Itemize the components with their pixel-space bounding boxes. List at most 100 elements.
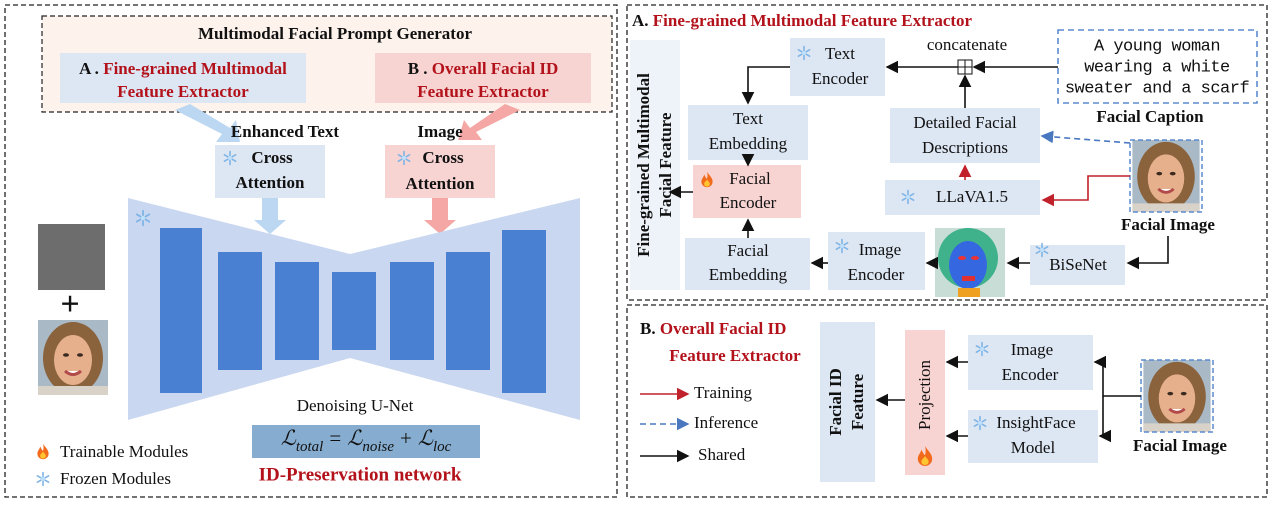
panel-a-frame xyxy=(626,4,1268,301)
llava-box xyxy=(885,180,1040,215)
loss-box xyxy=(252,425,480,458)
caption-text: sweater and a scarf xyxy=(1065,79,1250,98)
loss-operator: = xyxy=(329,426,341,450)
text-cross-attention-box xyxy=(215,145,325,198)
legend-entry: Training xyxy=(694,383,752,402)
loss-formula: ℒtotal = ℒnoise + ℒloc xyxy=(281,426,452,456)
face-image xyxy=(1141,360,1213,432)
cross-attention-text: Attention xyxy=(406,174,475,193)
module-b-line: B . Overall Facial ID xyxy=(408,59,559,78)
module-b-prefix: B . xyxy=(408,59,428,78)
image-encoder-label: Image xyxy=(1011,340,1053,359)
loss-symbol: ℒ xyxy=(418,426,434,450)
side-label-box xyxy=(630,40,680,290)
image-encoder-label: Encoder xyxy=(1002,365,1059,384)
panel-a-arrows xyxy=(668,60,1169,270)
bisenet-label: BiSeNet xyxy=(1049,255,1107,274)
legend-entry: Shared xyxy=(698,445,746,464)
caption-label: Facial Caption xyxy=(1096,107,1204,126)
legend-entry: Frozen Modules xyxy=(60,469,171,488)
panel-b-frame xyxy=(626,304,1268,498)
text-embedding-label: Text xyxy=(733,109,763,128)
left-panel-frame xyxy=(4,4,618,498)
face-image xyxy=(1130,140,1202,212)
image-encoder-label: Encoder xyxy=(848,265,905,284)
panel-b-title: Feature Extractor xyxy=(669,346,801,365)
insightface-label: InsightFace xyxy=(996,413,1075,432)
panel-b-title: Overall Facial ID xyxy=(660,319,787,338)
legend-entry: Inference xyxy=(694,413,758,432)
module-b-title: Feature Extractor xyxy=(417,82,549,101)
module-a-box xyxy=(60,53,306,103)
network-title: ID-Preservation network xyxy=(259,464,462,485)
facial-encoder-label: Facial xyxy=(729,169,771,188)
legend-entry: Trainable Modules xyxy=(60,442,188,461)
loss-operator: + xyxy=(400,426,412,450)
noise-image xyxy=(38,224,105,290)
text-encoder-label: Encoder xyxy=(812,69,869,88)
image-input-label: Image xyxy=(417,122,463,141)
text-encoder-box xyxy=(790,38,885,96)
caption-box xyxy=(1057,29,1258,104)
image-encoder-box xyxy=(968,335,1093,390)
facial-encoder-box xyxy=(693,165,801,218)
panel-b-label: B. xyxy=(640,319,656,338)
facial-embedding-box xyxy=(685,238,810,290)
text-embedding-label: Embedding xyxy=(709,134,788,153)
image-label: Facial Image xyxy=(1121,215,1215,234)
cross-attention-text: Cross xyxy=(422,148,464,167)
side-label-text: Fine-grained Multimodal xyxy=(634,73,653,257)
module-a-prefix: A . xyxy=(79,59,99,78)
panel-a-heading: A. Fine-grained Multimodal Feature Extra… xyxy=(632,11,973,30)
module-a-title: Feature Extractor xyxy=(117,82,249,101)
image-arrow xyxy=(424,198,456,234)
insightface-box xyxy=(968,410,1098,463)
projection-box xyxy=(905,330,945,475)
image-label: Facial Image xyxy=(1133,436,1227,455)
projection-label: Projection xyxy=(915,360,934,430)
loss-symbol: ℒ xyxy=(347,426,363,450)
image-encoder-label: Image xyxy=(859,240,901,259)
image-encoder-box xyxy=(828,232,925,290)
module-b-title: Overall Facial ID xyxy=(432,59,559,78)
generator-title: Multimodal Facial Prompt Generator xyxy=(198,24,472,43)
text-embedding-box xyxy=(688,105,808,160)
plus-sign: + xyxy=(60,286,79,323)
loss-symbol: ℒ xyxy=(281,426,297,450)
side-label-text: Facial Feature xyxy=(656,112,675,217)
trainable-icon xyxy=(37,443,49,460)
face-parsing-image xyxy=(935,228,1005,297)
llava-label: LLaVA1.5 xyxy=(936,187,1008,206)
facial-embedding-label: Embedding xyxy=(709,265,788,284)
text-encoder-label: Text xyxy=(825,44,855,63)
descriptions-label: Descriptions xyxy=(922,138,1008,157)
face-image xyxy=(38,320,108,395)
frozen-icon xyxy=(36,471,50,487)
module-a-line: A . Fine-grained Multimodal xyxy=(79,59,287,78)
text-input-label: Enhanced Text xyxy=(231,122,340,141)
descriptions-box xyxy=(890,108,1040,163)
text-arrow xyxy=(254,198,286,234)
facial-encoder-label: Encoder xyxy=(720,193,777,212)
id-feature-box xyxy=(820,322,875,482)
panel-b-arrows xyxy=(875,355,1141,443)
id-feature-text: Facial ID xyxy=(826,368,845,436)
unet-label: Denoising U-Net xyxy=(297,396,414,415)
panel-a-title: Fine-grained Multimodal Feature Extracto… xyxy=(653,11,973,30)
loss-subscript: loc xyxy=(433,439,452,455)
cross-attention-text: Attention xyxy=(236,173,305,192)
module-a-title: Fine-grained Multimodal xyxy=(103,59,287,78)
image-arrow xyxy=(458,104,520,140)
id-feature-text: Feature xyxy=(848,373,867,430)
id-feature-label: Facial ID Feature xyxy=(826,368,867,436)
loss-subscript: noise xyxy=(362,439,394,455)
loss-subscript: total xyxy=(296,439,324,455)
descriptions-label: Detailed Facial xyxy=(913,113,1017,132)
unet-blocks xyxy=(160,228,546,393)
facial-embedding-label: Facial xyxy=(727,241,769,260)
panel-a-label: A. xyxy=(632,11,649,30)
concatenate-label: concatenate xyxy=(927,35,1007,54)
concatenate-node xyxy=(957,59,973,75)
insightface-label: Model xyxy=(1011,438,1056,457)
